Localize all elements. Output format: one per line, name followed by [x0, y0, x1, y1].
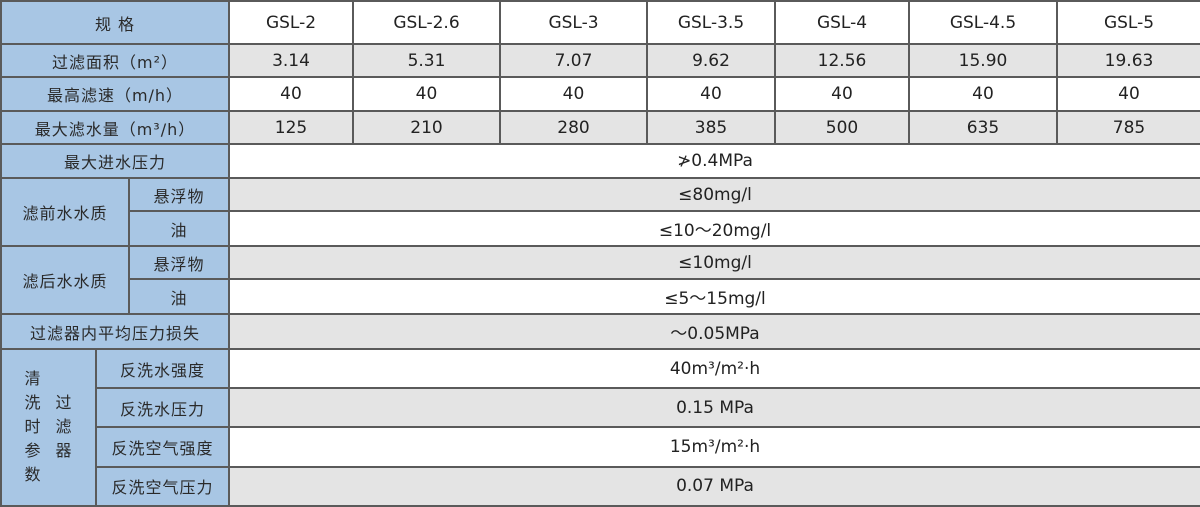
row-label: 最大滤水量（m³/h）: [0, 109, 230, 146]
row-label: 反洗水压力: [95, 387, 230, 429]
table-row: 清 洗 时 参 数 过 滤 器 反洗水强度 40m³/m²·h: [0, 347, 1200, 507]
model-header: GSL-2.6: [352, 0, 501, 45]
cell: 635: [908, 109, 1058, 146]
table-row: 反洗空气强度 15m³/m²·h: [1, 426, 1200, 468]
cell: 5.31: [352, 42, 501, 79]
cell: 40m³/m²·h: [228, 347, 1200, 390]
table-row: 最大滤水量（m³/h） 125 210 280 385 500 635 785: [0, 109, 1200, 146]
table-row: 过滤器内平均压力损失 ～0.05MPa: [0, 313, 1200, 350]
cell: 12.56: [774, 42, 910, 79]
cell: 40: [774, 76, 910, 112]
cell: 9.62: [646, 42, 776, 79]
model-header: GSL-3: [499, 0, 648, 45]
row-label: 最大进水压力: [0, 143, 230, 179]
header-row: 规 格 GSL-2 GSL-2.6 GSL-3 GSL-3.5 GSL-4 GS…: [0, 0, 1200, 45]
cell: 7.07: [499, 42, 648, 79]
cell: ～0.05MPa: [228, 313, 1200, 350]
cell: 40: [908, 76, 1058, 112]
cell: 40: [646, 76, 776, 112]
row-label: 反洗空气强度: [95, 426, 230, 468]
cell: 40: [228, 76, 354, 112]
table-row: 最高滤速（m/h） 40 40 40 40 40 40 40: [0, 76, 1200, 112]
cell: ≤10～20mg/l: [228, 210, 1200, 247]
row-label: 油: [128, 278, 230, 316]
table-row: 滤后水水质 悬浮物 ≤10mg/l: [0, 244, 1200, 316]
label-char: 参: [24, 441, 42, 461]
label-char: 过: [55, 393, 73, 413]
row-label: 悬浮物: [128, 244, 230, 281]
cell: 210: [352, 109, 501, 146]
cell: 500: [774, 109, 910, 146]
row-label: 油: [128, 210, 230, 247]
cell: ≤10mg/l: [228, 244, 1200, 281]
group-label: 滤前水水质: [0, 176, 130, 248]
table-row: 反洗空气压力 0.07 MPa: [1, 465, 1200, 507]
model-header: GSL-3.5: [646, 0, 776, 45]
row-label: 过滤面积（m²）: [0, 42, 230, 79]
cell: 125: [228, 109, 354, 146]
table-row: 油 ≤10～20mg/l: [1, 210, 1200, 247]
model-header: GSL-4: [774, 0, 910, 45]
cell: 3.14: [228, 42, 354, 79]
label-char: 洗: [24, 393, 42, 413]
row-label: 反洗空气压力: [95, 465, 230, 507]
cell: 785: [1056, 109, 1200, 146]
group-label-cleaning: 清 洗 时 参 数 过 滤 器: [0, 347, 97, 507]
table-row: 过滤面积（m²） 3.14 5.31 7.07 9.62 12.56 15.90…: [0, 42, 1200, 79]
table-row: 油 ≤5～15mg/l: [1, 278, 1200, 316]
row-label: 最高滤速（m/h）: [0, 76, 230, 112]
row-label: 过滤器内平均压力损失: [0, 313, 230, 350]
model-header: GSL-5: [1056, 0, 1200, 45]
cell: ≤80mg/l: [228, 176, 1200, 213]
cell: 0.07 MPa: [228, 465, 1200, 507]
model-header: GSL-2: [228, 0, 354, 45]
spec-header: 规 格: [0, 0, 230, 45]
row-label: 悬浮物: [128, 176, 230, 213]
label-char: 数: [24, 465, 42, 485]
cell: 40: [499, 76, 648, 112]
row-label: 反洗水强度: [95, 347, 230, 390]
cell: ≯0.4MPa: [228, 143, 1200, 179]
cell: 0.15 MPa: [228, 387, 1200, 429]
label-char: 器: [55, 441, 73, 461]
label-char: 时: [24, 417, 42, 437]
label-char: 清: [24, 369, 42, 389]
cell: 19.63: [1056, 42, 1200, 79]
table-row: 滤前水水质 悬浮物 ≤80mg/l: [0, 176, 1200, 248]
cell: 40: [1056, 76, 1200, 112]
group-label: 滤后水水质: [0, 244, 130, 316]
cell: 15m³/m²·h: [228, 426, 1200, 468]
cell: 280: [499, 109, 648, 146]
model-header: GSL-4.5: [908, 0, 1058, 45]
cell: 385: [646, 109, 776, 146]
table-row: 最大进水压力 ≯0.4MPa: [0, 143, 1200, 179]
cell: 40: [352, 76, 501, 112]
cell: ≤5～15mg/l: [228, 278, 1200, 316]
label-char: 滤: [55, 417, 73, 437]
cell: 15.90: [908, 42, 1058, 79]
table-row: 反洗水压力 0.15 MPa: [1, 387, 1200, 429]
